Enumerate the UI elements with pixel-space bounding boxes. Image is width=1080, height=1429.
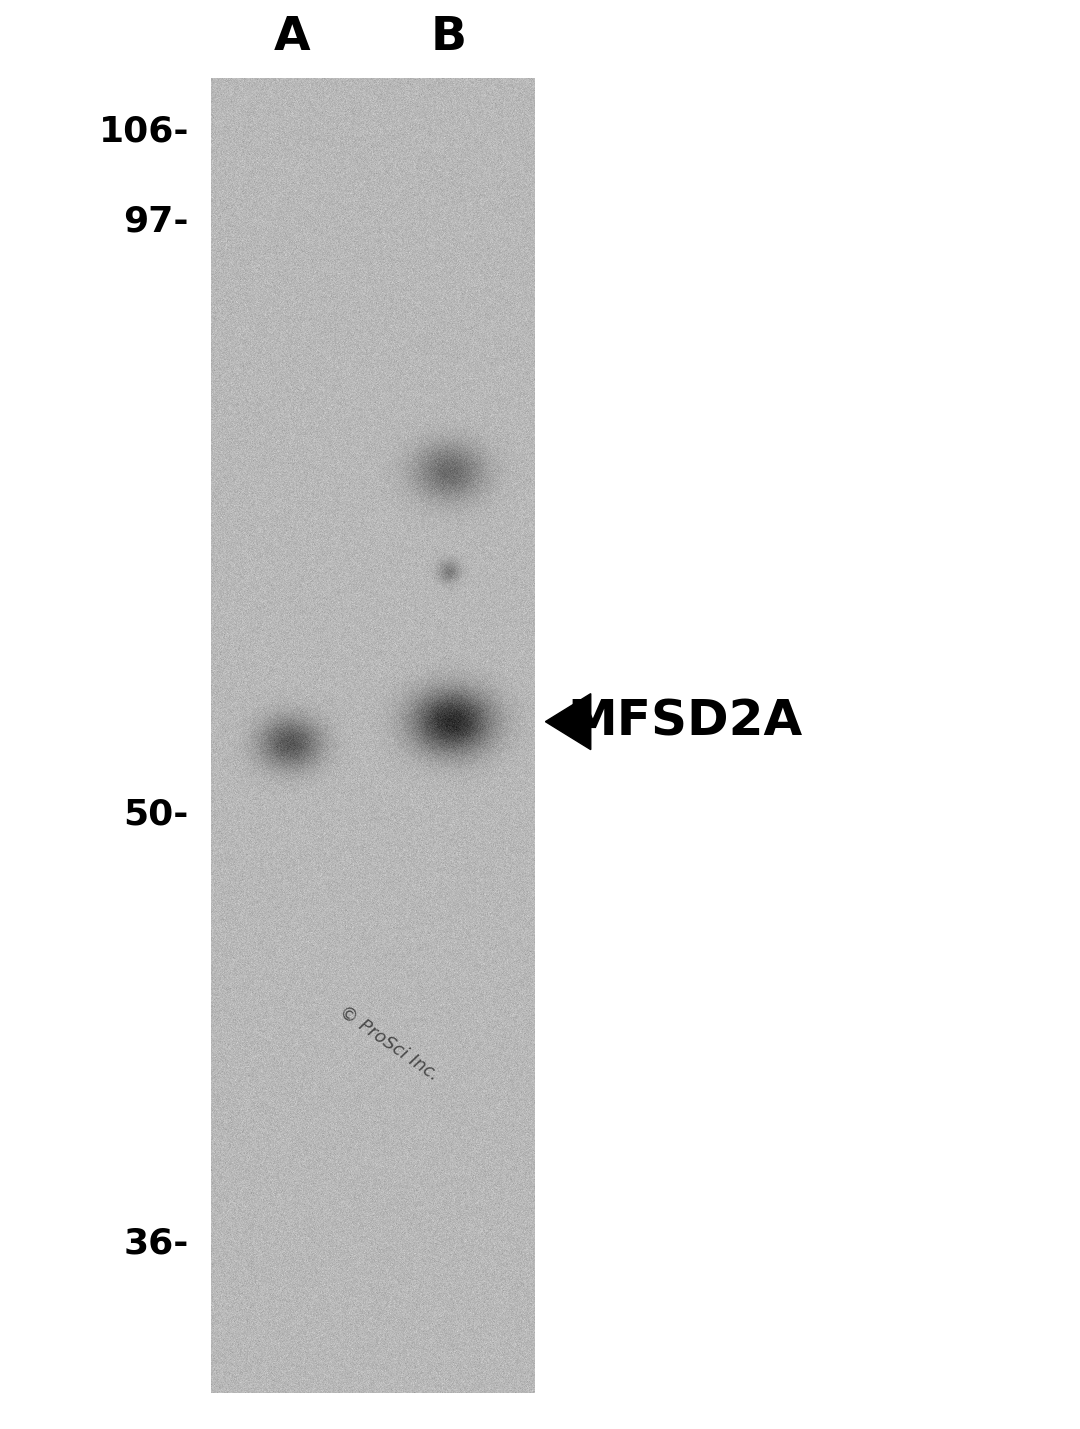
Text: 36-: 36- (123, 1226, 189, 1260)
Text: 106-: 106- (98, 114, 189, 149)
Text: 50-: 50- (123, 797, 189, 832)
Text: B: B (430, 14, 467, 60)
Text: 97-: 97- (123, 204, 189, 239)
Text: A: A (273, 14, 310, 60)
Text: © ProSci Inc.: © ProSci Inc. (336, 1002, 442, 1085)
Text: MFSD2A: MFSD2A (567, 697, 802, 746)
Polygon shape (545, 693, 591, 750)
